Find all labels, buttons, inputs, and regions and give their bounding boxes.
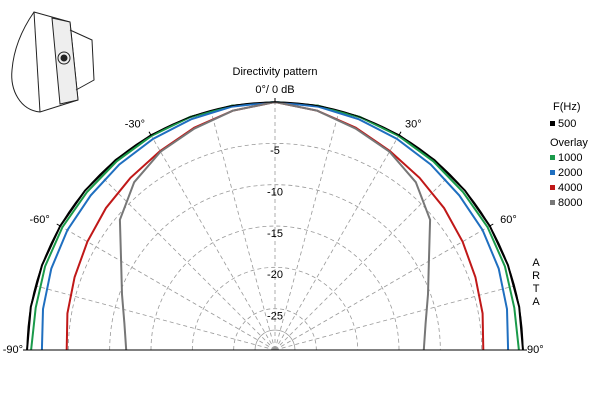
- spoke: [274, 285, 515, 351]
- legend-swatch: [550, 155, 555, 160]
- grid-ring: [150, 225, 400, 351]
- spoke: [150, 135, 276, 351]
- inner-ring: [254, 329, 296, 351]
- angle-tick-label: 0°/ 0 dB: [255, 84, 294, 96]
- angle-tick-label: -60°: [30, 214, 50, 226]
- spoke: [99, 174, 276, 351]
- watermark: ARTA: [530, 257, 542, 309]
- legend-label: 2000: [558, 167, 582, 179]
- legend-title: F(Hz): [553, 101, 581, 113]
- angle-tick-label: 90°: [527, 344, 544, 356]
- angle-tick-label: 30°: [405, 119, 422, 131]
- angle-tick: [148, 131, 152, 136]
- spoke: [35, 285, 276, 351]
- r-tick-label: -5: [270, 145, 280, 157]
- legend-swatch: [550, 200, 555, 205]
- legend-label: 8000: [558, 197, 582, 209]
- angle-tick-label: -30°: [125, 119, 145, 131]
- outer-ring: [26, 101, 524, 351]
- r-tick-label: -20: [267, 269, 283, 281]
- legend-label: 500: [558, 118, 576, 130]
- grid-ring: [109, 184, 441, 351]
- angle-tick-label: 60°: [500, 214, 517, 226]
- grid-ring: [191, 267, 359, 351]
- r-tick-label: -10: [267, 187, 283, 199]
- spoke: [274, 135, 400, 351]
- spoke: [274, 174, 451, 351]
- legend-swatch: [550, 121, 555, 126]
- speaker-icon: [11, 11, 95, 113]
- angle-tick: [56, 223, 61, 227]
- angle-tick-label: -90°: [3, 344, 23, 356]
- grid-ring: [67, 143, 483, 351]
- legend-swatch: [550, 185, 555, 190]
- grid-ring: [233, 308, 317, 351]
- legend-label: 4000: [558, 182, 582, 194]
- r-tick-label: -25: [267, 311, 283, 323]
- spoke: [210, 110, 276, 351]
- legend-label: 1000: [558, 152, 582, 164]
- angle-tick: [489, 223, 494, 227]
- r-tick-label: -15: [267, 228, 283, 240]
- legend-swatch: [550, 170, 555, 175]
- legend-subtitle: Overlay: [550, 137, 588, 149]
- angle-tick: [398, 131, 402, 136]
- chart-title: Directivity pattern: [233, 66, 318, 78]
